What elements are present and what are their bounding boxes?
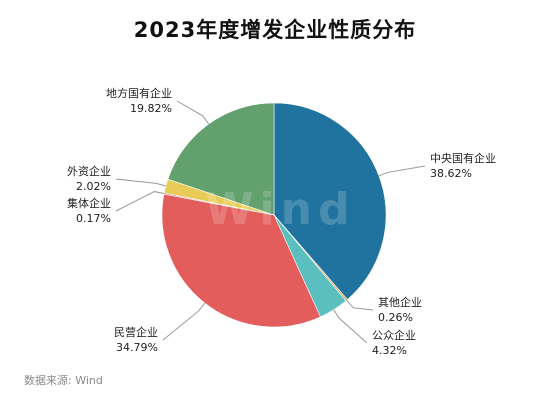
slice-label-value: 34.79% <box>116 341 158 354</box>
slice-label-name: 民营企业 <box>114 325 158 339</box>
leader-line <box>333 309 368 344</box>
pie-slices <box>161 102 387 328</box>
watermark: Wind <box>205 184 356 235</box>
slice-label-value: 4.32% <box>372 344 407 357</box>
slice-labels: 中央国有企业 38.62% 其他企业 0.26% 公众企业 4.32% 民营企业 34.79%… <box>67 86 496 357</box>
slice-label-name: 外资企业 <box>67 164 111 178</box>
leader-line <box>346 299 374 311</box>
slice-label-value: 0.26% <box>378 311 413 324</box>
leader-line <box>162 302 206 341</box>
leader-lines <box>115 100 426 344</box>
leader-line <box>115 191 165 212</box>
pie-slice <box>161 193 321 328</box>
slice-label-value: 38.62% <box>430 167 472 180</box>
slice-label-name: 地方国有企业 <box>106 86 172 100</box>
leader-line <box>115 178 166 187</box>
pie-slice <box>273 102 387 300</box>
slice-label-name: 公众企业 <box>372 328 416 342</box>
slice-label-value: 0.17% <box>76 212 111 225</box>
slice-label-name: 其他企业 <box>378 295 422 309</box>
slice-label-name: 集体企业 <box>67 196 111 210</box>
pie-slice <box>167 102 275 216</box>
slice-label-name: 中央国有企业 <box>430 151 496 165</box>
slice-label-value: 19.82% <box>130 102 172 115</box>
chart-title: 2023年度增发企业性质分布 <box>133 18 417 42</box>
source-note: 数据来源: Wind <box>24 374 103 387</box>
leader-line <box>378 165 426 177</box>
leader-line <box>176 100 210 125</box>
slice-label-value: 2.02% <box>76 180 111 193</box>
